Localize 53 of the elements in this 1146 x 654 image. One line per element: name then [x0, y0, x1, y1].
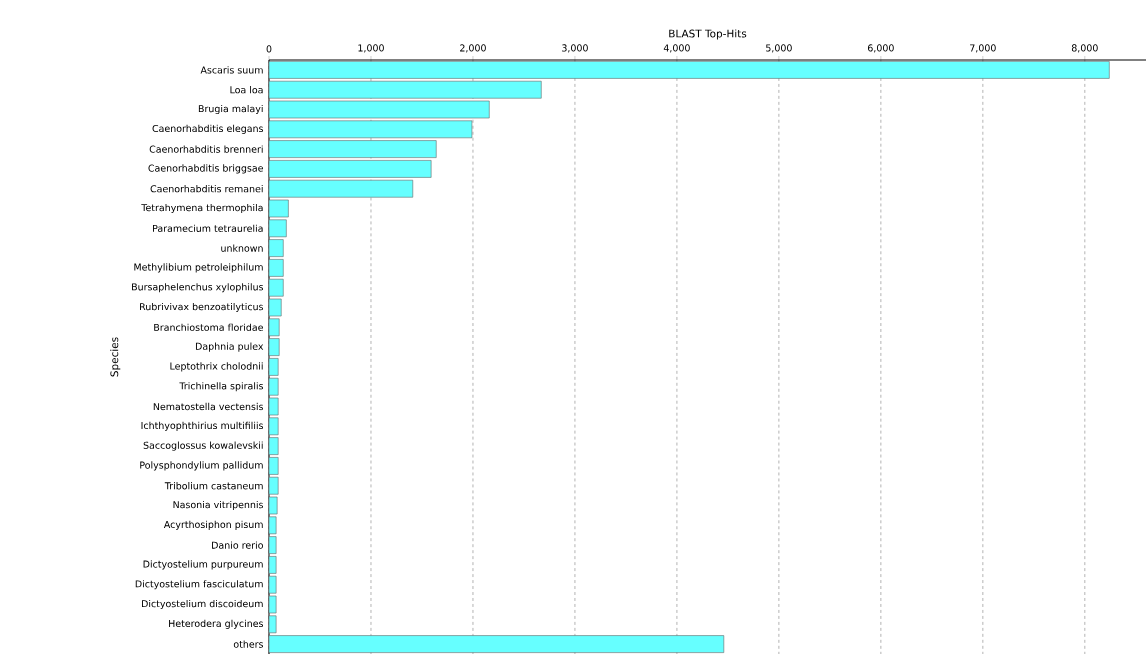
y-tick-label: Paramecium tetraurelia [153, 224, 263, 232]
y-tick-label: Caenorhabditis remanei [150, 185, 263, 193]
y-tick-label: Dictyostelium fasciculatum [135, 580, 263, 590]
x-tick-label: 3,000 [562, 44, 588, 53]
bar [268, 160, 432, 178]
y-tick-label: Tetrahymena thermophila [141, 203, 263, 214]
y-tick-label: Danio rerio [212, 541, 263, 549]
y-tick-label: Acyrthosiphon pisum [163, 520, 263, 530]
y-tick-label: Methylibium petroleiphilum [134, 263, 263, 273]
y-tick-label: Caenorhabditis elegans [152, 124, 264, 134]
bar [268, 556, 277, 574]
y-tick-label: unknown [221, 244, 263, 252]
y-tick-label: Loa loa [230, 86, 263, 94]
bar [268, 635, 725, 653]
y-tick-label: Daphnia pulex [195, 342, 264, 352]
y-tick-label: Tribolium castaneum [164, 482, 263, 490]
bar [268, 338, 280, 356]
y-tick-label: Nematostella vectensis [153, 402, 264, 411]
y-tick-label: Dictyostelium discoideum [141, 599, 263, 610]
bar [268, 239, 284, 257]
y-tick-label: Heterodera glycines [169, 619, 264, 629]
x-tick-label: 2,000 [460, 44, 486, 53]
y-tick-label: others [233, 640, 264, 648]
x-axis-title: BLAST Top-Hits [669, 29, 747, 40]
bar [268, 536, 277, 554]
y-tick-label: Caenorhabditis brenneri [149, 145, 263, 153]
y-tick-label: Saccoglossus kowalevskii [143, 441, 263, 451]
y-tick-label: Dictyostelium purpureum [143, 560, 263, 570]
bar [268, 457, 279, 475]
bar [268, 140, 437, 158]
y-tick-label: Leptothrix cholodnii [170, 362, 263, 372]
bar [268, 437, 279, 455]
y-tick-label: Branchiostoma floridae [154, 323, 263, 331]
y-tick-label: Polysphondylium pallidum [140, 461, 263, 471]
bar [268, 259, 284, 277]
x-tick-label: 8,000 [1071, 44, 1098, 53]
y-tick-label: Caenorhabditis briggsae [148, 164, 263, 174]
x-tick-label: 7,000 [970, 44, 996, 53]
x-tick-label: 1,000 [358, 44, 384, 53]
x-tick-label: 0 [266, 45, 272, 53]
x-tick-label: 4,000 [663, 44, 690, 53]
x-tick-label: 6,000 [867, 44, 894, 53]
y-tick-label: Rubrivivax benzoatilyticus [140, 302, 264, 313]
bar [268, 61, 1110, 79]
y-tick-label: Trichinella spiralis [179, 382, 264, 392]
x-tick-label: 5,000 [766, 44, 792, 53]
y-tick-label: Bursaphelenchus xylophilus [132, 283, 264, 293]
y-tick-label: Brugia malayi [198, 104, 263, 115]
y-tick-label: Ascaris suum [200, 66, 263, 74]
y-axis-title: Species [110, 337, 121, 377]
bar [268, 358, 279, 376]
y-tick-label: Ichthyophthirius multifiliis [141, 421, 264, 431]
y-tick-label: Nasonia vitripennis [173, 500, 264, 511]
